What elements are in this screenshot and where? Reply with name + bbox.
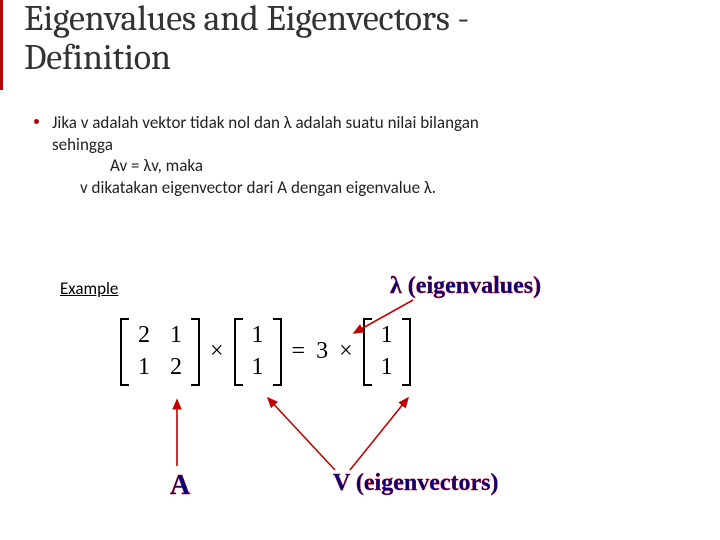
- v2b: 1: [371, 352, 403, 384]
- a11: 2: [128, 320, 160, 352]
- lambda-symbol-icon: λ: [390, 273, 402, 299]
- accent-line: [0, 0, 3, 90]
- v-annotation: V (eigenvectors): [333, 470, 499, 497]
- vector-v2: 1 1: [363, 320, 411, 384]
- title-line1: Eigenvalues and Eigenvectors -: [24, 0, 469, 39]
- def-line1: Jika v adalah vektor tidak nol dan λ ada…: [52, 112, 479, 133]
- scalar-lambda: 3: [315, 338, 329, 365]
- vector-v1: 1 1: [234, 320, 282, 384]
- arrow-v1-icon: [268, 398, 335, 470]
- a12: 1: [160, 320, 192, 352]
- matrix-equation: 21 12 × 1 1 = 3 × 1 1: [120, 320, 411, 384]
- v2a: 1: [371, 320, 403, 352]
- arrow-v2-icon: [350, 398, 408, 470]
- def-line2: sehingga: [52, 134, 113, 155]
- definition-text: Jika v adalah vektor tidak nol dan λ ada…: [24, 112, 696, 199]
- title-line2: Definition: [24, 37, 171, 78]
- equation-line: Av = λv, maka: [52, 155, 696, 177]
- bullet-icon: [34, 119, 39, 124]
- lambda-text: (eigenvalues): [408, 273, 541, 299]
- a21: 1: [128, 352, 160, 384]
- a22: 2: [160, 352, 192, 384]
- slide-title: Eigenvalues and Eigenvectors - Definitio…: [24, 0, 696, 78]
- eq-text: Av = λv, maka: [110, 155, 203, 176]
- lambda-annotation: λ (eigenvalues): [390, 273, 541, 300]
- v-symbol: V: [333, 470, 350, 496]
- v-text: (eigenvectors): [356, 470, 499, 496]
- v1a: 1: [242, 320, 274, 352]
- equals-op: =: [286, 338, 312, 365]
- def-line3: v dikatakan eigenvector dari A dengan ei…: [80, 177, 436, 198]
- times-op-2: ×: [333, 338, 359, 365]
- matrix-A: 21 12: [120, 320, 200, 384]
- def-line3-wrap: v dikatakan eigenvector dari A dengan ei…: [52, 177, 696, 199]
- example-label: Example: [60, 278, 118, 299]
- a-annotation: A: [170, 470, 188, 502]
- annotation-arrows: [0, 0, 720, 540]
- times-op-1: ×: [204, 338, 230, 365]
- v1b: 1: [242, 352, 274, 384]
